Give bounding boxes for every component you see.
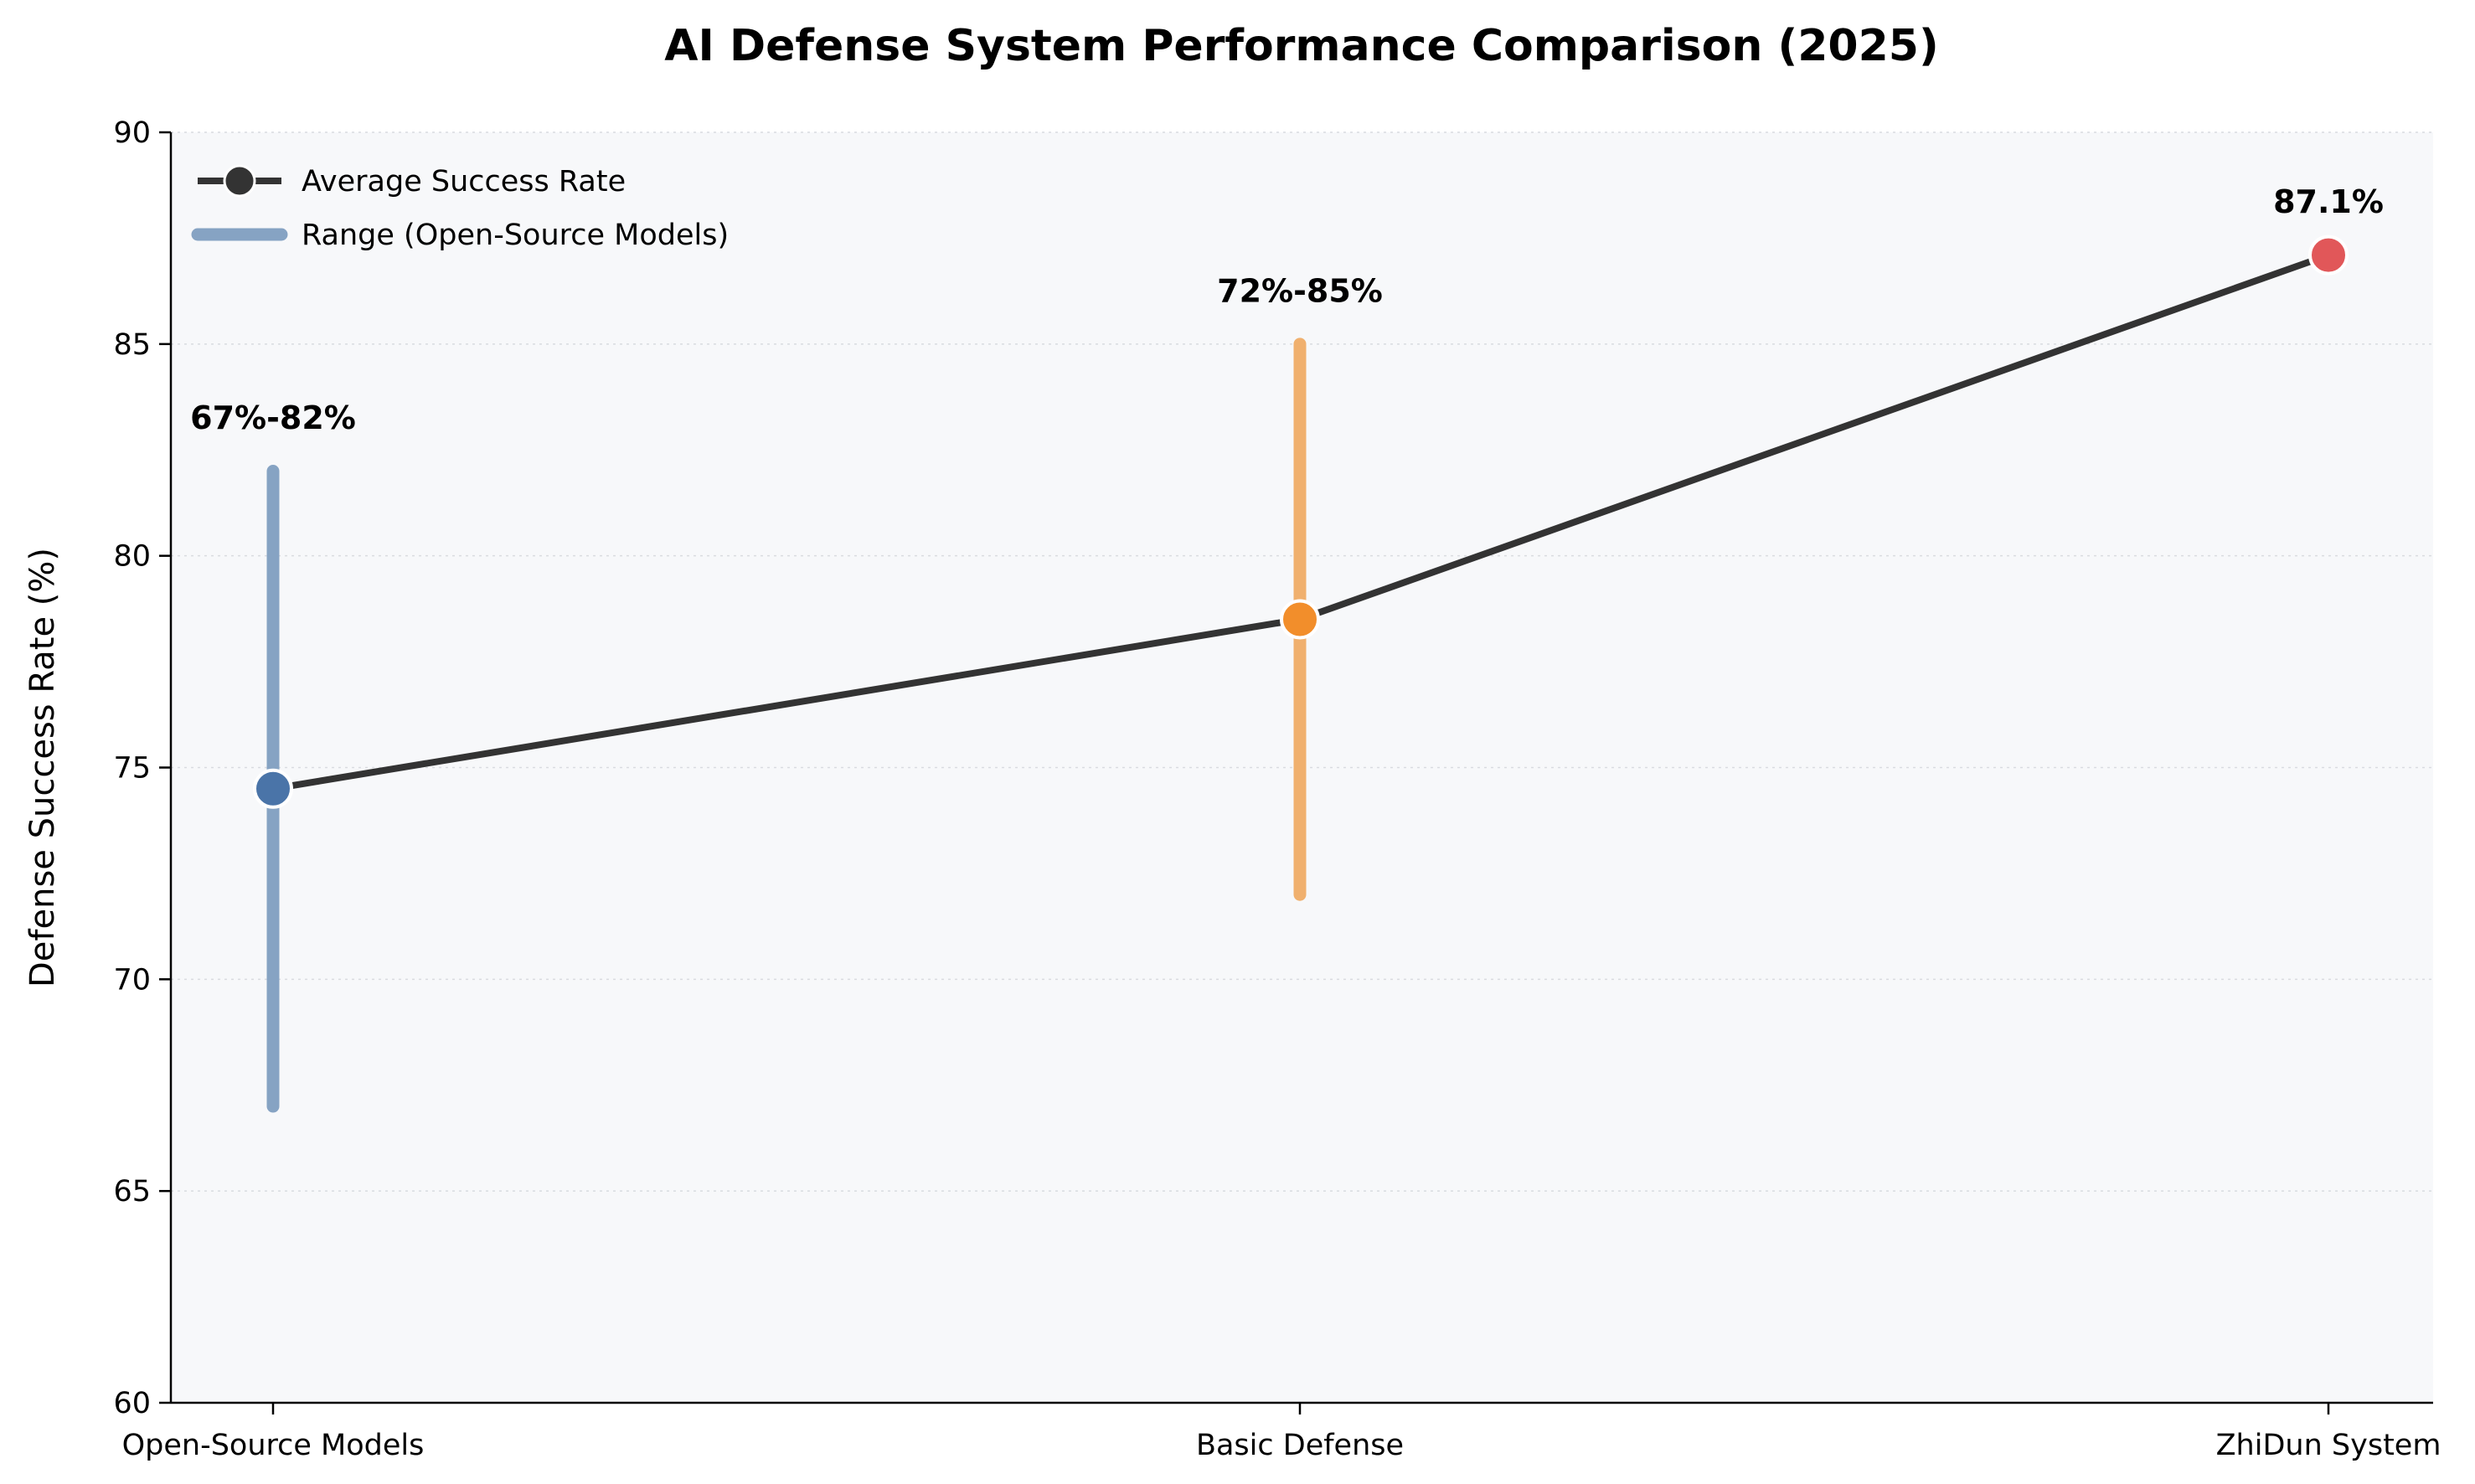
data-label: 72%-85%: [1217, 272, 1383, 309]
y-tick-label: 70: [113, 963, 151, 997]
data-label: 87.1%: [2273, 183, 2384, 220]
y-tick-label: 85: [113, 328, 151, 362]
y-tick-label: 65: [113, 1175, 151, 1208]
label-layer: 67%-82% 72%-85% 87.1%: [190, 183, 2384, 436]
x-tick-label: ZhiDun System: [2216, 1429, 2441, 1462]
y-tick-label: 60: [113, 1387, 151, 1420]
legend-label: Range (Open-Source Models): [302, 219, 729, 252]
chart-title: AI Defense System Performance Comparison…: [664, 21, 1938, 71]
y-tick-label: 75: [113, 752, 151, 786]
y-axis-label: Defense Success Rate (%): [23, 548, 62, 987]
x-tick-label: Basic Defense: [1196, 1429, 1404, 1462]
grid-layer: [171, 131, 2433, 1192]
y-tick-label: 80: [113, 540, 151, 574]
series-layer: [253, 234, 2349, 809]
data-point-marker: [1280, 599, 1320, 640]
legend-label: Average Success Rate: [302, 165, 626, 198]
data-label: 67%-82%: [190, 399, 356, 436]
y-tick-label: 90: [113, 116, 151, 150]
data-point-marker: [2308, 234, 2349, 276]
axes-layer: 60 65 70 75 80 85 90 Open-Source Models Basic De…: [113, 116, 2441, 1462]
legend: Average Success Rate Range (Open-Source M…: [191, 164, 729, 252]
data-point-marker: [253, 768, 293, 809]
x-tick-label: Open-Source Models: [122, 1429, 425, 1462]
legend-marker-swatch: [223, 164, 256, 198]
